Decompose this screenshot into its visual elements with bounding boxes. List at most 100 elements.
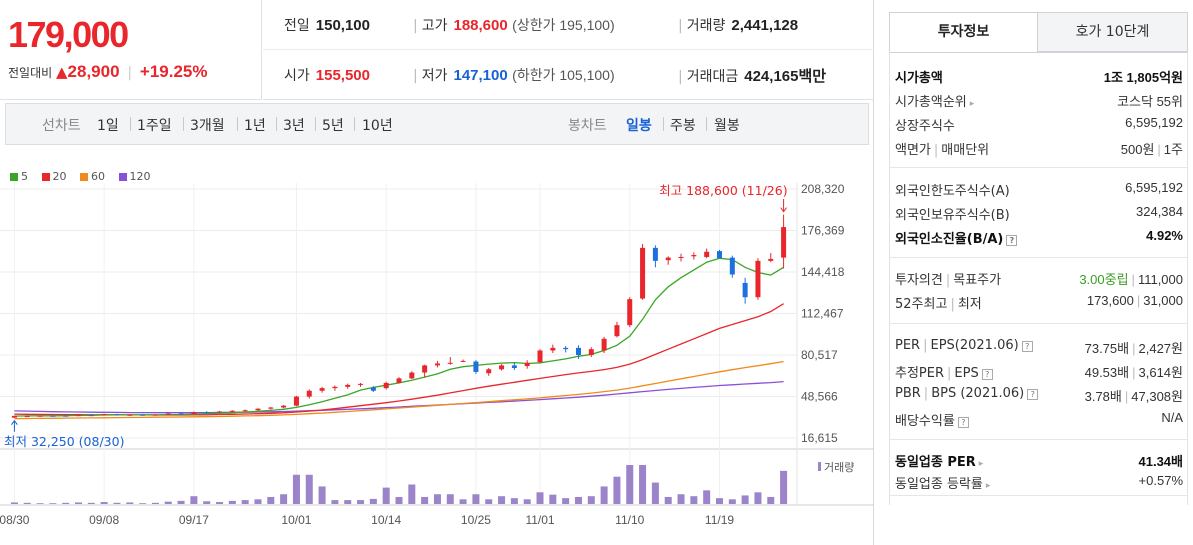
divider: | [127,65,133,81]
volume-bar [241,500,249,504]
candle-body [550,347,556,351]
up-arrow-icon: ▲ [56,63,68,81]
x-tick-label: 08/30 [0,513,30,527]
candle-body [370,387,376,391]
volume-bar [639,465,647,504]
shares-row: 상장주식수 6,595,192 [895,115,1183,134]
volume-bar [49,503,57,504]
candle-body [640,247,646,299]
volume-bar [690,496,698,504]
quote-row-2: 시가 155,500 | 저가 147,100 (하한가 105,100) | 거래대금… [263,50,874,100]
candle-body [332,386,338,389]
x-tick-label: 10/01 [281,513,311,527]
volume-bar [151,502,159,504]
candle-body [281,405,287,408]
x-tick-label: 10/14 [371,513,401,527]
volume-bar [100,502,108,504]
legend-ma120: 120 [118,170,151,183]
industry-per-row[interactable]: 동일업종 PER ▸ 41.34배 [895,454,1183,470]
candle-body [242,410,248,412]
candle-body [614,325,620,337]
period-1w[interactable]: 1주일 [137,118,172,134]
volume-bar [613,476,621,504]
volume-bar [433,494,441,504]
candle-chart-label: 봉차트 [568,118,607,134]
volume-bar [728,499,736,504]
candle-body [178,413,184,415]
open-price: 시가 155,500 [284,67,370,84]
candle-body [486,369,492,374]
tab-orderbook[interactable]: 호가 10단계 [1037,12,1188,52]
volume-bar [587,496,595,504]
volume-bar [408,484,416,504]
help-icon[interactable]: ? [981,369,993,380]
y-tick-label: 144,418 [801,265,845,279]
candle-body [152,414,158,416]
candle-body [460,360,466,362]
chevron-right-icon: ▸ [978,459,984,469]
volume-bar [395,496,403,504]
low-annotation: 최저 32,250 (08/30) [4,434,124,449]
candle-body [434,363,440,366]
period-10y[interactable]: 10년 [362,118,393,134]
volume-bar [254,499,262,504]
volume-bar [228,500,236,504]
volume-legend-label: 거래량 [824,461,854,474]
candle-body [575,347,581,356]
help-icon[interactable]: ? [957,417,969,428]
high-annotation: 최고 188,600 (11/26) [659,183,787,198]
price-chart[interactable]: 208,320 176,369 144,418 112,467 80,517 48,566… [0,175,874,545]
volume-bar [523,499,531,504]
period-3m[interactable]: 3개월 [190,118,225,134]
candle-body [24,416,30,418]
period-5y[interactable]: 5년 [322,118,344,134]
candle-weekly[interactable]: 주봉 [670,118,696,134]
candle-body [537,350,543,363]
candle-body [729,257,735,275]
candle-body [358,383,364,385]
candle-body [447,362,453,364]
info-section-opinion: 투자의견 | 목표주가 3.00중립 | 111,000 52주최고 | 최저 173,60… [890,258,1187,324]
est-per-row: 추정PER | EPS? 49.53배 | 3,614원 [895,365,1183,381]
price-change: 전일대비 ▲28,900 | +19.25% [8,62,208,82]
period-3y[interactable]: 3년 [283,118,305,134]
period-1d[interactable]: 1일 [97,118,119,134]
industry-rate-row[interactable]: 동일업종 등락률 ▸ +0.57% [895,473,1183,492]
y-tick-label: 48,566 [801,389,838,403]
par-unit-row: 액면가 | 매매단위 500원 | 1주 [895,142,1183,158]
volume-bar [113,502,121,504]
help-icon[interactable]: ? [1006,235,1018,246]
candle-body [716,251,722,259]
volume-bar [754,492,762,504]
candle-body [588,349,594,356]
candle-body [627,299,633,326]
volume-bar [126,502,134,504]
x-tick-label: 11/01 [525,513,554,527]
candle-body [499,365,505,370]
price-summary: 179,000 전일대비 ▲28,900 | +19.25% [0,0,262,100]
up-arrow-icon [11,419,18,432]
legend-ma20: 20 [41,170,67,183]
candle-monthly[interactable]: 월봉 [714,118,740,134]
help-icon[interactable]: ? [1021,341,1033,352]
help-icon[interactable]: ? [1027,389,1039,400]
chart-annotations: 최고 188,600 (11/26) 최저 32,250 (08/30) [4,183,788,449]
volume-bar [549,494,557,504]
candle-body [268,407,274,409]
candle-body [217,411,223,413]
candle-body [345,384,351,387]
w52-row: 52주최고 | 최저 173,600 | 31,000 [895,293,1183,312]
mcap-row: 시가총액 1조 1,805억원 [895,70,1183,86]
candle-body [127,414,133,416]
candle-daily[interactable]: 일봉 [626,118,652,134]
volume-bar [357,500,365,504]
mcap-rank-row[interactable]: 시가총액순위 ▸ 코스닥 55위 [895,94,1183,110]
candle-body [665,257,671,261]
candle-body [319,388,325,391]
trade-amount: | 거래대금 424,165백만 [678,68,827,85]
tab-invest-info[interactable]: 투자정보 [889,12,1038,52]
volume-bars [10,465,788,504]
volume-bar [75,502,83,504]
legend-ma60: 60 [80,170,105,183]
period-1y[interactable]: 1년 [244,118,266,134]
